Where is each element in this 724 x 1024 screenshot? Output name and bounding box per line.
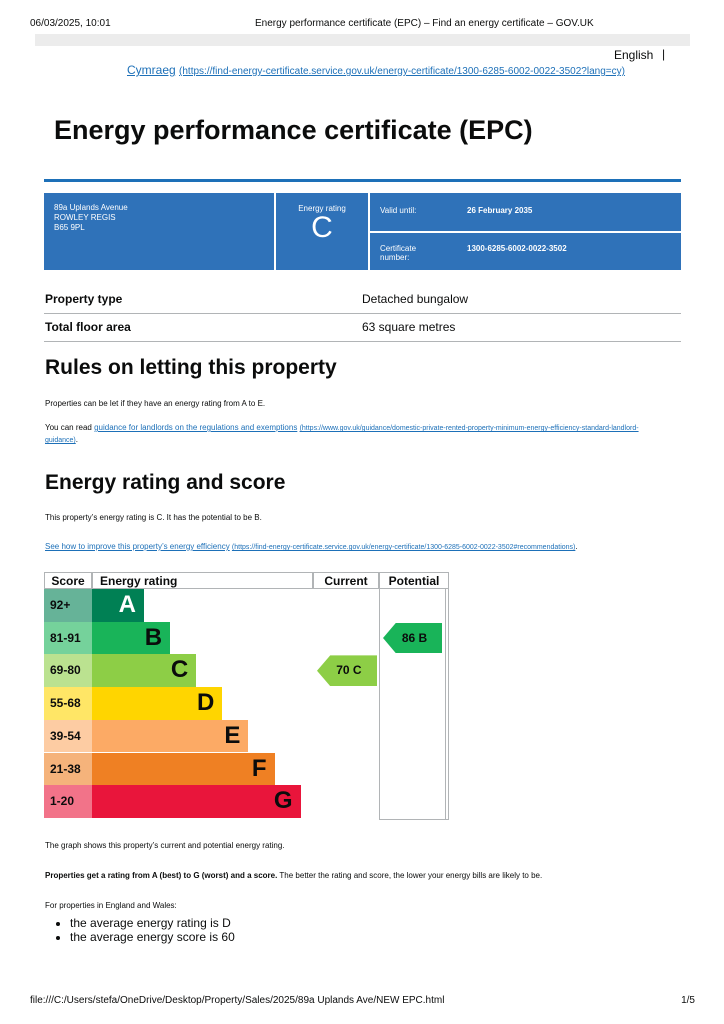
column-border	[448, 589, 449, 820]
header-text: Potential	[388, 574, 440, 588]
score-cell	[44, 654, 92, 688]
row-rule	[44, 313, 681, 314]
score-text: 39-54	[50, 728, 81, 743]
section-heading: Energy rating and score	[45, 471, 286, 494]
rating-bar: C	[92, 654, 197, 688]
welsh-url[interactable]: (https://find-energy-certificate.service…	[179, 66, 625, 77]
lang-welsh: Cymraeg (https://find-energy-certificate…	[127, 63, 625, 77]
score-cell	[44, 785, 92, 818]
score-cell	[44, 621, 92, 655]
text: .	[75, 435, 78, 444]
header-text: Energy rating	[100, 574, 178, 588]
paragraph: The graph shows this property’s current …	[45, 841, 285, 850]
rating-letter: C	[170, 656, 189, 684]
valid-value: 26 February 2035	[467, 206, 533, 215]
cert-box: Certificate number: 1300-6285-6002-0022-…	[370, 233, 681, 270]
score-text: 55-68	[50, 696, 81, 711]
current-arrow: 70 C	[317, 655, 377, 687]
title-rule	[44, 179, 681, 182]
rating-bar: E	[92, 719, 249, 753]
section-heading: Rules on letting this property	[45, 356, 337, 379]
score-cell	[44, 589, 92, 622]
valid-box: Valid until: 26 February 2035	[370, 193, 681, 231]
header-cell	[313, 572, 379, 589]
rating-bar: D	[92, 687, 223, 720]
link[interactable]: See how to improve this property’s energ…	[45, 542, 230, 551]
valid-label: Valid until:	[380, 206, 417, 215]
score-cell	[44, 719, 92, 753]
address-line: B65 9PL	[54, 223, 85, 232]
text: The better the rating and score, the low…	[277, 871, 543, 880]
text: You can read	[45, 423, 95, 432]
welsh-link[interactable]: Cymraeg	[127, 63, 176, 77]
link-url[interactable]: (https://www.gov.uk/guidance/domestic-pr…	[45, 425, 639, 444]
banner-bar	[35, 34, 690, 46]
property-value: 63 square metres	[362, 320, 456, 334]
paragraph: See how to improve this property’s energ…	[45, 542, 578, 551]
text: .	[575, 542, 578, 551]
page-title: Energy performance certificate (EPC)	[54, 115, 533, 145]
bullet-list: the average energy rating is D the avera…	[32, 916, 235, 944]
row-rule	[44, 341, 681, 342]
rating-label: Energy rating	[298, 204, 346, 213]
column-border	[445, 589, 446, 820]
link[interactable]: guidance for landlords on the regulation…	[94, 423, 298, 432]
score-text: 1-20	[50, 794, 75, 809]
cert-label: Certificate number:	[380, 244, 417, 262]
score-text: 69-80	[50, 663, 81, 678]
footer-page: 1/5	[681, 995, 695, 1006]
header-cell	[44, 572, 92, 589]
rating-bar: B	[92, 621, 171, 655]
rating-letter: G	[273, 787, 293, 815]
paragraph: Properties get a rating from A (best) to…	[45, 871, 542, 880]
property-label: Total floor area	[45, 320, 131, 334]
bold-text: Properties get a rating from A (best) to…	[45, 871, 278, 880]
print-title: Energy performance certificate (EPC) – F…	[255, 18, 594, 29]
potential-label: 86 B	[401, 630, 428, 645]
rating-letter: A	[118, 591, 136, 618]
score-cell	[44, 752, 92, 786]
rating-letter: B	[144, 623, 163, 651]
rating-letter: E	[224, 721, 241, 749]
rating-letter: C	[311, 211, 333, 244]
paragraph: Properties can be let if they have an en…	[45, 399, 266, 408]
property-label: Property type	[45, 292, 123, 306]
paragraph: This property’s energy rating is C. It h…	[45, 513, 262, 522]
link-url[interactable]: (https://find-energy-certificate.service…	[231, 544, 576, 551]
score-text: 92+	[50, 598, 71, 612]
header-text: Score	[51, 574, 85, 588]
rating-bar: G	[92, 785, 301, 818]
current-label: 70 C	[336, 663, 362, 678]
bullet: the average energy rating is D	[70, 916, 235, 930]
rating-bar: A	[92, 589, 144, 622]
rating-table: Score Energy rating Current Potential 92+ A 81…	[44, 572, 449, 820]
cert-value: 1300-6285-6002-0022-3502	[467, 244, 567, 253]
address-line: 89a Uplands Avenue	[54, 203, 128, 212]
header-cell	[379, 572, 449, 589]
header-text: Current	[324, 574, 368, 588]
paragraph: For properties in England and Wales:	[45, 901, 177, 910]
rating-letter: F	[251, 754, 267, 782]
column-border	[379, 589, 380, 820]
score-cell	[44, 687, 92, 720]
rating-box: Energy rating C	[276, 193, 368, 270]
paragraph: You can read guidance for landlords on t…	[45, 422, 665, 446]
rating-bar: F	[92, 752, 275, 786]
lang-sep: |	[662, 47, 666, 61]
score-text: 81-91	[50, 630, 81, 645]
potential-arrow: 86 B	[383, 622, 442, 654]
address-line: ROWLEY REGIS	[54, 213, 116, 222]
address-box: 89a Uplands Avenue ROWLEY REGIS B65 9PL	[44, 193, 274, 270]
print-date: 06/03/2025, 10:01	[30, 18, 111, 29]
lang-current: English	[614, 48, 654, 62]
property-value: Detached bungalow	[362, 292, 469, 306]
rating-letter: D	[196, 689, 215, 717]
score-text: 21-38	[50, 761, 81, 776]
footer-path: file:///C:/Users/stefa/OneDrive/Desktop/…	[30, 995, 445, 1006]
header-cell	[92, 572, 313, 589]
bullet: the average energy score is 60	[70, 930, 235, 944]
row-border	[379, 819, 449, 820]
